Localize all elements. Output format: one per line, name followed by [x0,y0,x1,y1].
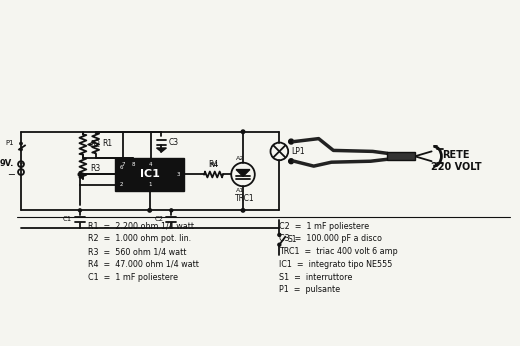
Text: 9V.: 9V. [0,159,14,168]
Text: 7: 7 [121,162,125,167]
Text: C3: C3 [168,138,178,147]
Text: C2: C2 [154,216,163,222]
Text: C2  =  1 mF poliestere: C2 = 1 mF poliestere [279,221,370,230]
Text: LP1: LP1 [291,147,305,156]
Text: A2: A2 [236,156,244,161]
Text: RETE
220 VOLT: RETE 220 VOLT [431,151,482,172]
Text: +: + [18,161,24,167]
Circle shape [241,130,245,134]
Text: R4: R4 [209,160,219,169]
Text: S1  =  interruttore: S1 = interruttore [279,273,353,282]
Text: IC1  =  integrato tipo NE555: IC1 = integrato tipo NE555 [279,260,393,269]
Text: C1: C1 [63,216,72,222]
Circle shape [20,142,22,145]
Text: R1  =  2.200 ohm 1/4 watt: R1 = 2.200 ohm 1/4 watt [88,221,194,230]
Bar [115,158,184,191]
Circle shape [79,209,82,212]
Text: TRC1  =  triac 400 volt 6 amp: TRC1 = triac 400 volt 6 amp [279,247,398,256]
Text: 4: 4 [149,162,152,167]
Circle shape [278,234,281,236]
Text: S1: S1 [287,235,297,244]
Text: R4  =  47.000 ohm 1/4 watt: R4 = 47.000 ohm 1/4 watt [88,260,199,269]
Text: R4: R4 [209,162,218,167]
Text: P1  =  pulsante: P1 = pulsante [279,285,341,294]
Text: ─: ─ [8,170,14,180]
Text: 3: 3 [177,172,180,177]
Text: IC1: IC1 [140,170,160,180]
Text: 6: 6 [119,165,123,170]
Text: P1: P1 [6,139,14,146]
Text: 1: 1 [148,182,151,187]
Text: C1  =  1 mF poliestere: C1 = 1 mF poliestere [88,273,178,282]
Text: C3  =  100.000 pF a disco: C3 = 100.000 pF a disco [279,234,382,243]
Text: R2  =  1.000 ohm pot. lin.: R2 = 1.000 ohm pot. lin. [88,234,191,243]
Text: TRC1: TRC1 [235,194,255,203]
Text: R1: R1 [102,138,113,147]
Text: 2: 2 [119,182,123,187]
Circle shape [289,139,294,144]
Text: R3: R3 [90,164,100,173]
Text: R2: R2 [90,140,100,149]
Circle shape [148,209,151,212]
Circle shape [20,148,22,151]
Circle shape [78,173,82,176]
Circle shape [289,159,294,164]
Polygon shape [157,148,166,152]
Bar [387,152,415,160]
Circle shape [278,243,281,246]
Polygon shape [236,170,250,176]
Circle shape [170,209,173,212]
Text: A1: A1 [236,188,244,193]
Text: 8: 8 [131,162,135,167]
Circle shape [241,209,245,212]
Text: R3  =  560 ohm 1/4 watt: R3 = 560 ohm 1/4 watt [88,247,186,256]
